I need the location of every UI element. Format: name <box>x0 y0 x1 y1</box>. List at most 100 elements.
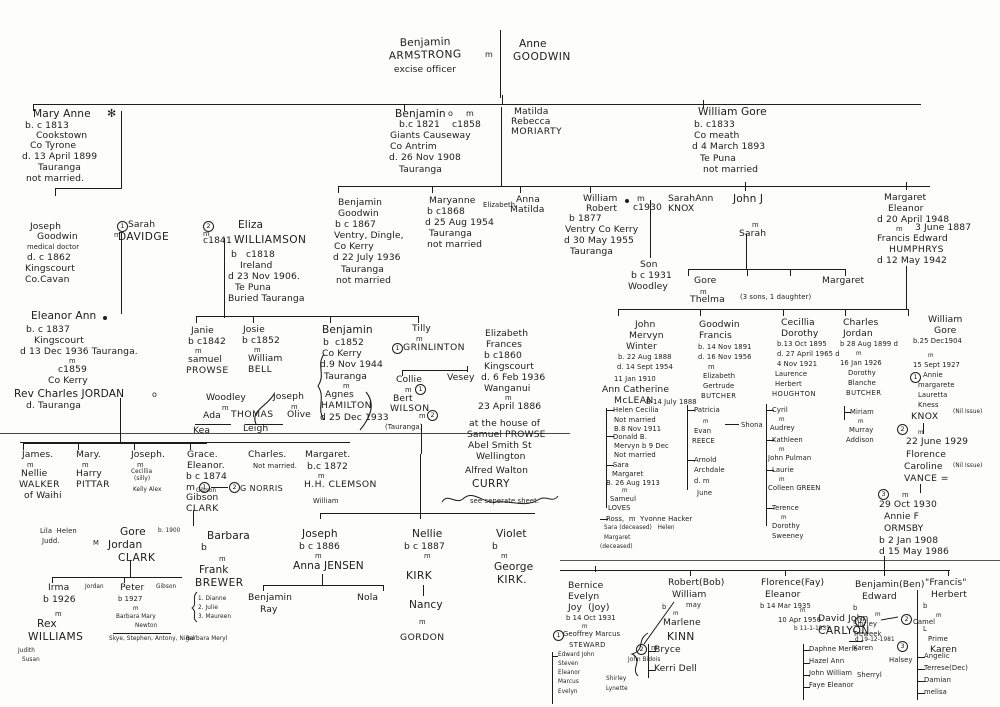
maryanne-l1: d 25 Aug 1954 <box>425 217 494 228</box>
johnj-gore-spouse: Thelma <box>690 294 725 305</box>
charlesjordan-child-tick <box>844 412 851 413</box>
johnmervyn-l1: d. 14 Sept 1954 <box>617 363 673 371</box>
joseph-bell-m: m <box>291 403 298 411</box>
gen2-william-l4: not married <box>703 164 759 175</box>
bernice-spouse2: STEWARD <box>569 641 606 649</box>
grace-order2-badge: 2 <box>229 482 240 493</box>
eleanor-dot-icon <box>103 316 107 320</box>
see-separate-sheet-squiggle <box>441 495 559 505</box>
gen3mid-tick-anna <box>520 186 521 193</box>
gf-shona-link <box>725 424 739 425</box>
cec-child3-spouse1: Dorothy <box>772 522 800 530</box>
florence-spouse2: CARLYON <box>818 625 870 637</box>
eleanor-spouse-d: d. Tauranga <box>26 400 82 411</box>
irma-spouse2: WILLIAMS <box>28 631 84 643</box>
gen2-mary-anne-name: Mary Anne <box>33 108 91 120</box>
cec-child0-tick <box>766 410 774 411</box>
jm-child1-name: Donald B. <box>613 433 647 441</box>
tilly-tick-collie <box>402 370 403 376</box>
ben-spouse3: Camel <box>913 618 936 626</box>
peter-kids: Skye, Stephen, Antony, Nigel <box>109 636 195 642</box>
bernice-name3: Joy (Joy) <box>568 602 610 613</box>
cec-child0-spouse: Audrey <box>770 424 795 432</box>
jordan-children-bus <box>23 443 207 445</box>
francis-name1: "Francis" <box>925 577 967 588</box>
cec-child2: Laurie <box>772 466 794 474</box>
gen1-marriage-mark: m <box>485 50 493 59</box>
joseph-goodwin-l3: Co.Cavan <box>25 274 70 285</box>
elizfrances-mp2: Abel Smith St <box>468 440 532 451</box>
ben-matilda-descent <box>501 178 502 186</box>
grace-spouse1b: Gibson <box>186 492 219 503</box>
cec-child3-spouse2: Sweeney <box>772 532 804 540</box>
gen2-benjamin-spouse2: MORIARTY <box>511 126 563 137</box>
florence-spouse-b: b 11-1-1935 <box>794 626 830 632</box>
jm-child3-l2: (deceased) <box>600 544 633 550</box>
gf-child1-tick <box>687 460 695 461</box>
williamrobert-l3: Tauranga <box>570 246 614 257</box>
wg-spouse3-l1: d 15 May 1986 <box>879 546 949 557</box>
nellie-descent <box>423 585 424 596</box>
gen2-benjamin-name: Benjamin <box>395 108 446 120</box>
joseph6-m: m <box>315 552 322 560</box>
margeleanor-spouse1: Francis Edward <box>877 233 948 244</box>
johnj-tick-gore <box>688 269 689 276</box>
collie-descent <box>421 424 422 454</box>
wg-mdate: 15 Sept 1927 <box>913 361 960 369</box>
violet-spouse2: KIRK. <box>497 574 527 586</box>
ben-child-bus <box>849 641 863 642</box>
florence-m: m <box>800 608 806 614</box>
wg-order2-badge: 2 <box>897 424 908 435</box>
gen1-couple-bar <box>500 30 502 98</box>
johnj-spouse: Sarah <box>739 228 767 239</box>
florence-kid2: John William <box>809 669 853 677</box>
gore6-name2: Jordan <box>108 539 143 551</box>
elizfrances-mp1: Samuel PROWSE <box>467 429 546 440</box>
nancy-m: m <box>419 618 426 626</box>
gen4-benjamin-spouse2: HAMILTON <box>321 400 372 411</box>
janie-b: b c1842 <box>188 336 226 347</box>
johnmervyn-l0: b. 22 Aug 1888 <box>618 353 672 361</box>
florence-kid1: Hazel Ann <box>809 657 845 665</box>
eleanor-spouse: Rev Charles JORDAN <box>14 388 125 400</box>
florence-spouse-d: d 19-12-1981 <box>855 637 895 643</box>
charlesjordan-spouse2: Blanche <box>848 379 876 387</box>
charlesjordan-m: m <box>856 351 862 357</box>
gf-child0-m: m <box>703 419 709 425</box>
florence-kid4: Karen <box>930 644 958 655</box>
cec-child1: Kathleen <box>772 436 803 444</box>
wife2-l4: Buried Tauranga <box>228 293 305 304</box>
grace-order1-badge: 1 <box>199 482 210 493</box>
benray-name1: Benjamin <box>248 592 293 603</box>
tick-benray <box>263 585 264 591</box>
gen4-benjamin-spouse1: Agnes <box>325 389 354 400</box>
cecillia-children-spine <box>766 404 767 526</box>
janie-spouse1: samuel <box>188 354 222 365</box>
jm-child2-l4: LOVES <box>608 504 631 512</box>
wife2-m: m <box>203 230 210 238</box>
williamrobert-name2: Robert <box>586 203 618 214</box>
barbara-b: b <box>201 542 207 553</box>
jm-child0-name: Helen Cecilia <box>613 406 659 414</box>
lila-name1: Lila Helen <box>40 527 77 535</box>
bernice-order2-badge: 2 <box>636 644 647 655</box>
nancy-spouse: GORDON <box>400 632 445 643</box>
anna-name2: Matilda <box>510 204 545 215</box>
wg-spouse1-2: Lauretta <box>918 391 948 399</box>
jm-child2-name: Sara <box>613 461 629 469</box>
margaret5-b: b.c 1872 <box>307 461 348 472</box>
wife2-name: Eliza <box>238 219 264 231</box>
irma-kid0: Judith <box>18 648 35 654</box>
cecillia-name2: Dorothy <box>781 328 819 339</box>
ben-child: Karen <box>853 644 874 652</box>
eliza-tick-janie <box>196 316 197 323</box>
bottom-tick-bernice <box>595 566 596 572</box>
johnj-tick-2 <box>747 269 748 276</box>
eleanor-spouse-dot: o <box>152 390 157 399</box>
josie-spouse2: BELL <box>248 364 273 375</box>
bernice-kid1: Steven <box>558 661 579 667</box>
johnmervyn-mdate: 11 Jan 1910 <box>614 375 656 383</box>
wg-spouse3-l0: b 2 Jan 1908 <box>879 535 939 546</box>
bengoodwin-l2: Co Kerry <box>334 241 374 252</box>
gen2-benjamin-m: m <box>466 109 474 118</box>
